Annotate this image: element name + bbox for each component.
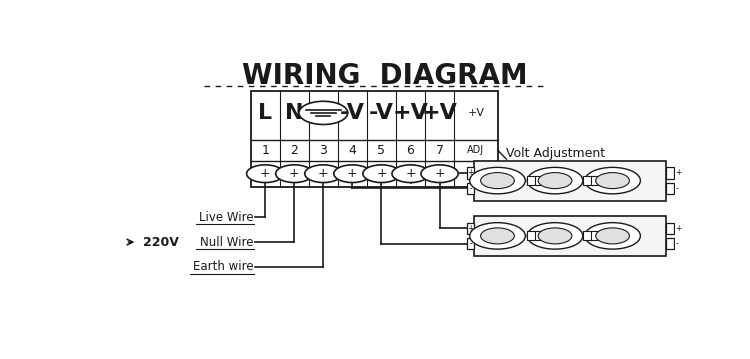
Circle shape [470,167,525,194]
Bar [666,238,674,249]
Bar [467,183,475,194]
Bar [666,167,674,178]
Bar [475,216,666,256]
Circle shape [585,223,640,249]
Text: ADJ: ADJ [467,145,484,155]
Bar [590,176,602,185]
Text: 220V: 220V [143,236,179,249]
Circle shape [363,165,400,182]
Circle shape [527,223,583,249]
Text: +: + [376,167,387,180]
Bar [590,232,602,240]
Text: 2: 2 [290,144,298,157]
Text: Volt Adjustment: Volt Adjustment [506,147,605,160]
Text: +: + [467,168,474,177]
Text: -V: -V [369,103,394,123]
Circle shape [481,173,514,188]
Text: 6: 6 [406,144,415,157]
Text: +: + [676,224,682,233]
Text: -: - [470,184,472,193]
Text: +: + [405,167,416,180]
Text: N: N [285,103,304,123]
Circle shape [470,223,525,249]
Text: +V: +V [392,103,428,123]
Text: -: - [676,184,678,193]
Circle shape [304,165,342,182]
Text: 3: 3 [320,144,327,157]
Text: WIRING  DIAGRAM: WIRING DIAGRAM [242,62,527,90]
Text: -: - [676,239,678,248]
Text: +: + [289,167,299,180]
Circle shape [596,173,629,188]
Bar [583,232,594,240]
Text: +: + [434,167,445,180]
Text: +: + [676,168,682,177]
Circle shape [276,165,313,182]
Text: 7: 7 [436,144,443,157]
Text: -: - [470,239,472,248]
Text: +: + [467,224,474,233]
Bar [527,176,538,185]
Text: Null Wire: Null Wire [200,236,254,249]
Circle shape [527,167,583,194]
Bar [535,232,546,240]
Text: +: + [318,167,328,180]
Text: +V: +V [422,103,458,123]
Text: -V: -V [340,103,365,123]
Text: +: + [260,167,271,180]
Bar [467,167,475,178]
Bar [535,176,546,185]
Circle shape [481,228,514,244]
Bar [666,223,674,234]
Bar [527,232,538,240]
Text: 5: 5 [377,144,386,157]
Text: Earth wire: Earth wire [193,261,254,274]
Circle shape [421,165,458,182]
Text: 1: 1 [261,144,269,157]
Circle shape [596,228,629,244]
Text: 4: 4 [349,144,356,157]
Bar [475,160,666,201]
Circle shape [334,165,371,182]
Text: +: + [347,167,358,180]
Text: Live Wire: Live Wire [199,211,254,224]
Text: +V: +V [467,108,484,118]
Circle shape [299,101,348,125]
Circle shape [538,173,572,188]
Bar [467,223,475,234]
Text: L: L [258,103,272,123]
Circle shape [392,165,429,182]
Circle shape [585,167,640,194]
Circle shape [538,228,572,244]
Bar [583,176,594,185]
Bar [251,92,498,187]
Bar [666,183,674,194]
Bar [467,238,475,249]
Circle shape [247,165,284,182]
